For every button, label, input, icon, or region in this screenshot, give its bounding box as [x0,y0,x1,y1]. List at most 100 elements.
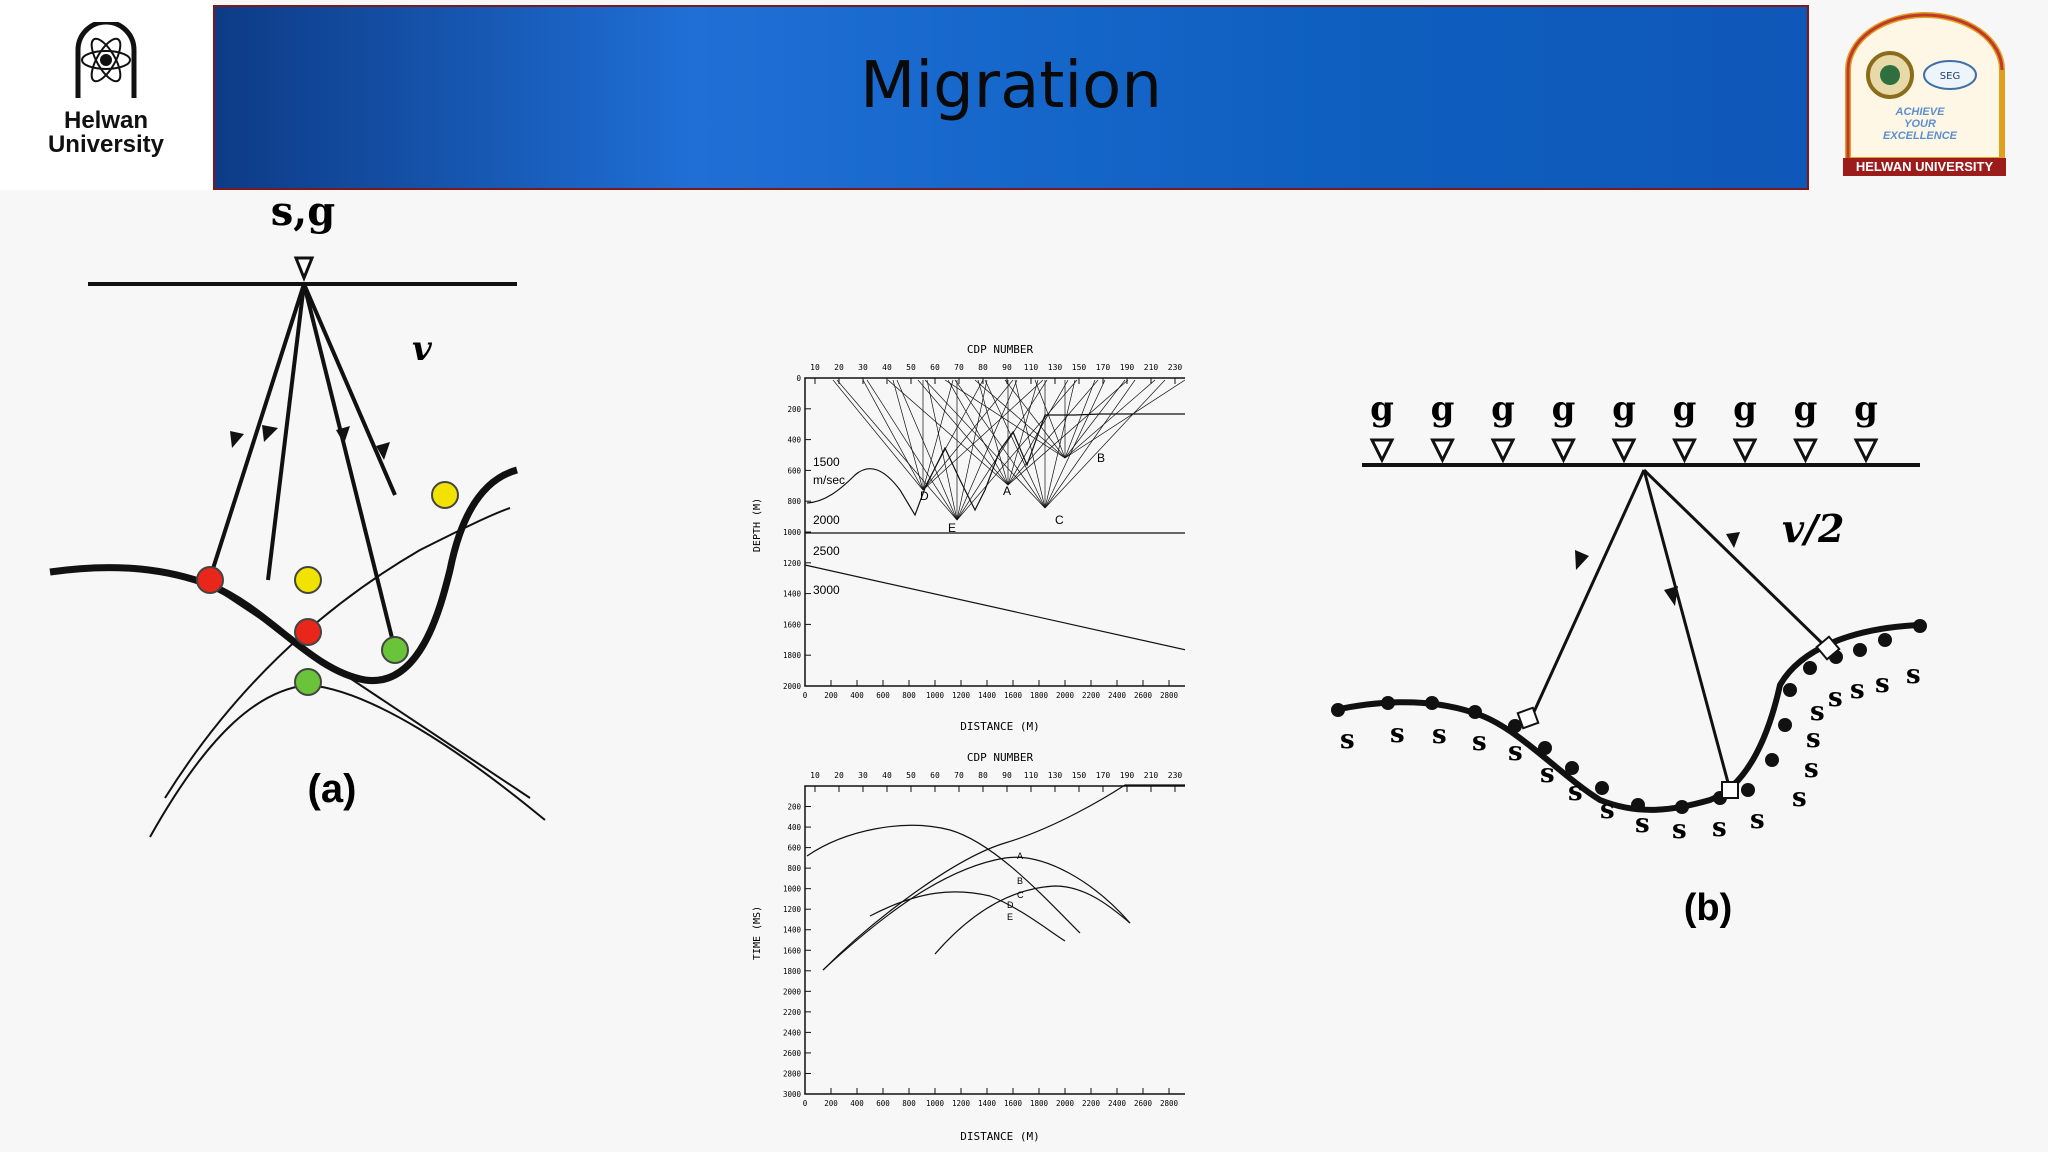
y-tick-label: 2800 [783,1069,802,1078]
reflector-curve [49,466,519,684]
source-label: s [1806,724,1821,754]
source-dot [1675,800,1689,814]
depth-panel-xlabel: DISTANCE (M) [960,720,1039,733]
depth-panel-title: CDP NUMBER [967,343,1034,356]
interface-3000 [804,564,1185,651]
source-dot [1778,718,1792,732]
y-tick-label: 400 [787,436,801,445]
y-tick-label: 800 [787,497,801,506]
y-tick-label: 200 [787,803,801,812]
source-dot [1468,705,1482,719]
x-tick-label: 400 [850,691,864,700]
x-tick-label: 1600 [1004,691,1023,700]
cdp-tick-label: 130 [1048,363,1063,372]
source-label: s [1432,720,1447,750]
receiver-label: g [1370,389,1394,429]
ray-arrows [1575,532,1740,606]
x-tick-label: 1800 [1030,691,1049,700]
depth-panel-ylabel: DEPTH (M) [752,498,763,552]
cdp-tick-label: 170 [1096,363,1111,372]
slide-title: Migration [860,49,1162,123]
logo-motto: ACHIEVE YOUR EXCELLENCE [1860,106,1980,142]
source-receiver-label: s,g [271,190,335,235]
source-dot [1595,781,1609,795]
normal-incidence-rays [1526,468,1829,791]
y-tick-label: 1800 [783,967,802,976]
receiver-label: g [1794,389,1818,429]
x-tick-label: 200 [824,1099,838,1108]
ray-line [1044,379,1076,509]
time-section-panel: CDP NUMBER DISTANCE (M) TIME (MS) 10 20 30… [752,751,1185,1143]
seal-text: SEG [1940,71,1960,82]
figure-a-zero-offset-diagram: s,g v (a) [49,190,546,838]
source-dot [1741,783,1755,797]
point-label-d: D [1007,900,1014,910]
source-dot [1765,753,1779,767]
point-label-e: E [1007,912,1013,922]
y-tick-label: 600 [787,466,801,475]
source-label: s [1792,783,1807,813]
ray-line [956,379,1048,521]
x-tick-label: 1200 [952,1099,971,1108]
ray-line [1007,379,1069,486]
cdp-tick-label: 70 [954,771,964,780]
motto-line2: YOUR [1904,118,1936,130]
cdp-tick-label: 90 [1002,771,1012,780]
ray-line [1007,379,1039,486]
velocity-label: v [412,329,433,369]
ray-line [917,379,1009,486]
y-tick-label: 1400 [783,926,802,935]
time-panel-title: CDP NUMBER [967,751,1034,764]
receiver-label: g [1612,389,1636,429]
ray-line [922,379,954,491]
ray-line [1044,379,1106,509]
y-tick-label: 1600 [783,620,802,629]
time-cdp-ticks: 10 20 30 40 50 60 70 80 90 110 130 150 170 190 210 230 [810,771,1182,792]
cdp-tick-label: 150 [1072,363,1087,372]
source-label: s [1810,697,1825,727]
ray-line [1034,379,1066,459]
point-label-b: B [1097,451,1105,465]
source-dot [1381,696,1395,710]
logo-text-line1: Helwan [63,107,149,134]
x-tick-label: 200 [824,691,838,700]
source-label: s [1804,754,1819,784]
y-tick-label: 2000 [783,682,802,691]
source-dot [1508,719,1522,733]
ray-line [984,379,1046,509]
y-tick-label: 800 [787,864,801,873]
source-dot [1425,696,1439,710]
x-tick-label: 600 [876,691,890,700]
ray-line [1007,379,1099,486]
half-velocity-label: v/2 [1782,506,1844,551]
yellow-point [294,566,322,594]
time-panel-ylabel: TIME (MS) [752,906,763,960]
source-label: s [1850,675,1865,705]
source-label: s [1540,759,1555,789]
cdp-tick-label: 130 [1048,771,1063,780]
y-tick-label: 1000 [783,885,802,894]
cdp-tick-label: 80 [978,771,988,780]
x-tick-label: 0 [803,691,808,700]
cdp-tick-label: 10 [810,771,820,780]
velocity-label: 3000 [813,583,840,597]
source-dot [1565,761,1579,775]
ray-line [1004,379,1066,459]
source-dot [1803,661,1817,675]
depth-model-panel: CDP NUMBER DISTANCE (M) DEPTH (M) 10 20 30… [752,343,1185,733]
cdp-tick-label: 80 [978,363,988,372]
receiver-label: g [1431,389,1455,429]
cdp-tick-label: 60 [930,363,940,372]
cdp-tick-label: 10 [810,363,820,372]
ray-line [892,379,924,491]
receiver-triangle-icon [1369,438,1395,464]
x-tick-label: 400 [850,1099,864,1108]
point-label-d: D [920,489,929,503]
x-tick-label: 1200 [952,691,971,700]
y-tick-label: 2600 [783,1049,802,1058]
green-point [381,636,409,664]
ray-line [924,379,1046,509]
green-point [294,668,322,696]
x-tick-label: 1400 [978,691,997,700]
